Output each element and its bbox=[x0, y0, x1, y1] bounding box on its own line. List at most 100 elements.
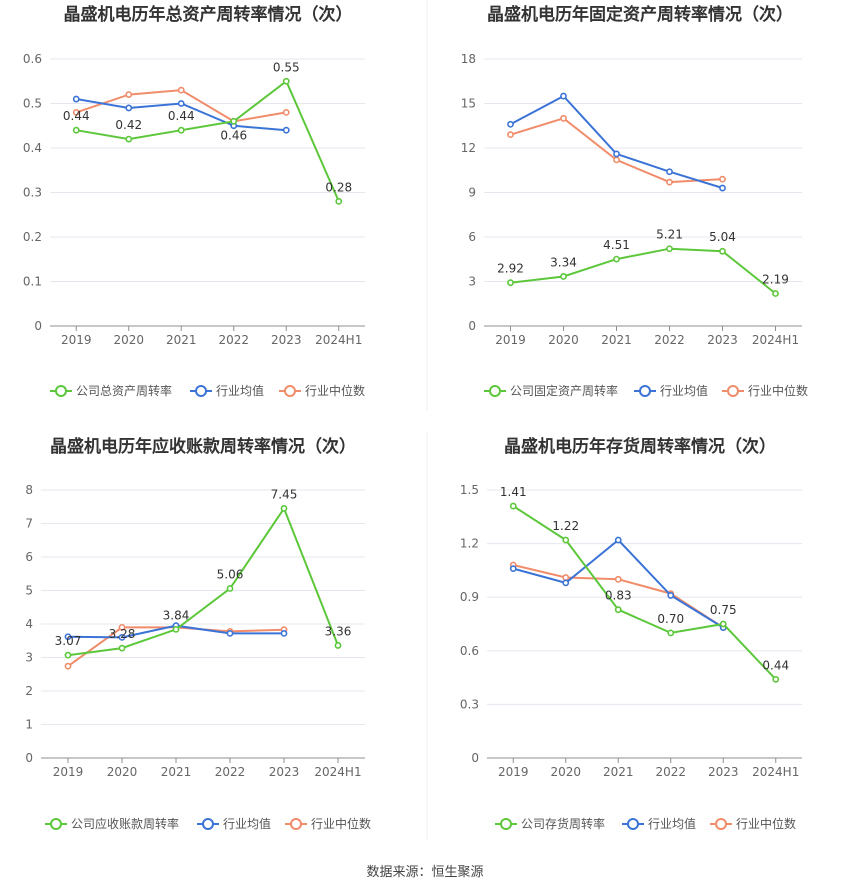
data-point-company[interactable] bbox=[667, 629, 675, 637]
series-line-company bbox=[512, 505, 777, 681]
data-point-industry-median[interactable] bbox=[666, 178, 673, 186]
data-label: 5.06 bbox=[217, 567, 244, 581]
data-point-company[interactable] bbox=[335, 197, 343, 205]
data-source-label: 数据来源：恒生聚源 bbox=[366, 865, 483, 880]
legend-marker-company[interactable] bbox=[50, 818, 62, 830]
legend-label-company[interactable]: 公司应收账款周转率 bbox=[71, 816, 179, 831]
x-tick-label: 2020 bbox=[107, 765, 138, 779]
x-tick-label: 2021 bbox=[601, 333, 632, 347]
legend-label-company[interactable]: 公司总资产周转率 bbox=[76, 383, 172, 398]
receivables-turnover-chart: 晶盛机电历年应收账款周转率情况（次） 公司应收账款周转率 行业均值 行业中位数 … bbox=[25, 436, 371, 831]
data-point-industry-average[interactable] bbox=[64, 633, 72, 641]
series-line-industry-median bbox=[510, 117, 723, 184]
data-point-industry-average[interactable] bbox=[118, 634, 126, 641]
legend-marker-company[interactable] bbox=[489, 385, 501, 397]
data-point-industry-average[interactable] bbox=[282, 126, 290, 134]
y-tick-label: 0.3 bbox=[23, 186, 42, 200]
x-tick-label: 2023 bbox=[269, 765, 300, 779]
data-point-industry-average[interactable] bbox=[613, 150, 620, 158]
total-asset-turnover-chart: 晶盛机电历年总资产周转率情况（次） 公司总资产周转率 行业均值 行业中位数 0 0… bbox=[23, 4, 365, 398]
data-point-industry-average[interactable] bbox=[280, 629, 288, 637]
data-point-industry-median[interactable] bbox=[125, 91, 133, 98]
legend-marker-industry-average[interactable] bbox=[627, 818, 639, 830]
data-point-industry-median[interactable] bbox=[614, 575, 622, 583]
legend-marker-industry-average[interactable] bbox=[202, 818, 214, 830]
data-point-industry-average[interactable] bbox=[125, 104, 133, 112]
y-tick-label: 15 bbox=[461, 97, 476, 111]
data-point-company[interactable] bbox=[282, 77, 290, 85]
data-point-industry-median[interactable] bbox=[118, 623, 126, 631]
y-tick-label: 0.2 bbox=[23, 230, 42, 244]
data-label: 2.92 bbox=[497, 262, 524, 276]
data-point-company[interactable] bbox=[230, 117, 238, 125]
legend-marker-industry-median[interactable] bbox=[284, 385, 296, 397]
data-point-industry-median[interactable] bbox=[560, 114, 567, 122]
data-point-industry-median[interactable] bbox=[72, 109, 80, 116]
data-point-industry-median[interactable] bbox=[562, 574, 570, 581]
data-point-industry-average[interactable] bbox=[562, 579, 570, 587]
legend-marker-industry-average[interactable] bbox=[195, 385, 207, 397]
data-label: 0.42 bbox=[115, 118, 142, 132]
legend-marker-company[interactable] bbox=[500, 818, 512, 830]
data-point-industry-median[interactable] bbox=[613, 156, 620, 164]
data-point-company[interactable] bbox=[772, 290, 779, 297]
data-point-industry-average[interactable] bbox=[509, 565, 517, 573]
legend-label-company[interactable]: 公司存货周转率 bbox=[521, 816, 605, 831]
data-point-industry-median[interactable] bbox=[719, 175, 726, 183]
legend-label-industry-average[interactable]: 行业均值 bbox=[660, 383, 708, 398]
data-point-company[interactable] bbox=[226, 585, 234, 592]
legend-marker-industry-median[interactable] bbox=[727, 385, 739, 397]
y-tick-label: 0.1 bbox=[23, 275, 42, 289]
data-point-company[interactable] bbox=[666, 245, 673, 253]
data-point-industry-median[interactable] bbox=[507, 131, 514, 139]
data-point-industry-average[interactable] bbox=[72, 95, 80, 103]
legend-label-industry-median[interactable]: 行业中位数 bbox=[311, 816, 371, 831]
legend-label-industry-average[interactable]: 行业均值 bbox=[648, 816, 696, 831]
data-point-company[interactable] bbox=[719, 620, 727, 628]
data-point-company[interactable] bbox=[719, 247, 726, 255]
data-point-industry-average[interactable] bbox=[507, 120, 514, 128]
y-tick-label: 2 bbox=[25, 684, 33, 698]
data-point-company[interactable] bbox=[125, 135, 133, 143]
legend-label-industry-median[interactable]: 行业中位数 bbox=[736, 816, 796, 831]
data-point-company[interactable] bbox=[560, 273, 567, 280]
legend-marker-company[interactable] bbox=[55, 385, 67, 397]
data-point-company[interactable] bbox=[177, 126, 185, 134]
legend-label-industry-average[interactable]: 行业均值 bbox=[216, 383, 264, 398]
data-point-company[interactable] bbox=[334, 642, 342, 649]
data-point-company[interactable] bbox=[172, 625, 180, 633]
data-point-company[interactable] bbox=[507, 279, 514, 287]
data-point-company[interactable] bbox=[614, 606, 622, 614]
data-point-industry-average[interactable] bbox=[226, 629, 234, 637]
legend-label-company[interactable]: 公司固定资产周转率 bbox=[510, 383, 618, 398]
data-point-industry-average[interactable] bbox=[560, 92, 567, 100]
data-point-company[interactable] bbox=[562, 536, 570, 544]
data-label: 3.07 bbox=[55, 634, 82, 648]
data-point-company[interactable] bbox=[72, 126, 80, 134]
data-point-industry-median[interactable] bbox=[177, 86, 185, 94]
data-point-company[interactable] bbox=[64, 651, 72, 659]
data-point-company[interactable] bbox=[118, 644, 126, 652]
legend-marker-industry-median[interactable] bbox=[290, 818, 302, 830]
y-tick-label: 5 bbox=[25, 584, 33, 598]
data-point-company[interactable] bbox=[509, 502, 517, 510]
data-point-company[interactable] bbox=[772, 675, 780, 683]
data-point-company[interactable] bbox=[613, 255, 620, 263]
data-point-industry-average[interactable] bbox=[666, 168, 673, 176]
legend-label-industry-median[interactable]: 行业中位数 bbox=[305, 383, 365, 398]
data-point-industry-average[interactable] bbox=[719, 184, 726, 192]
x-tick-label: 2023 bbox=[708, 765, 739, 779]
x-tick-label: 2019 bbox=[61, 333, 92, 347]
legend-label-industry-average[interactable]: 行业均值 bbox=[223, 816, 271, 831]
data-point-company[interactable] bbox=[280, 505, 288, 512]
data-point-industry-average[interactable] bbox=[667, 592, 675, 599]
legend-marker-industry-median[interactable] bbox=[715, 818, 727, 830]
data-point-industry-average[interactable] bbox=[177, 100, 185, 107]
data-point-industry-median[interactable] bbox=[64, 662, 72, 670]
legend-marker-industry-average[interactable] bbox=[639, 385, 651, 397]
legend-label-industry-median[interactable]: 行业中位数 bbox=[748, 383, 808, 398]
series-line-company bbox=[67, 506, 339, 657]
y-tick-label: 8 bbox=[25, 483, 33, 497]
data-point-industry-median[interactable] bbox=[282, 109, 290, 116]
data-point-industry-average[interactable] bbox=[614, 536, 622, 544]
